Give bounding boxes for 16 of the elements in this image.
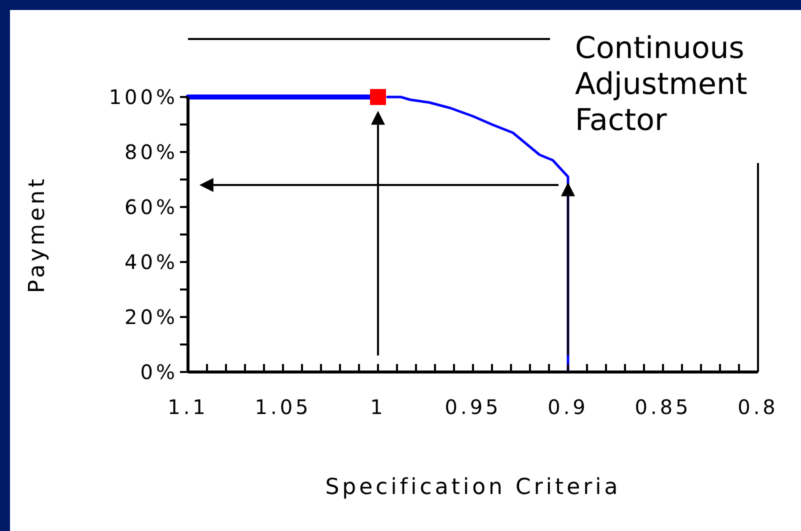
y-tick-label: 100% — [108, 85, 178, 110]
y-tick-label: 60% — [124, 195, 178, 220]
y-tick-label: 20% — [124, 305, 178, 330]
x-tick-label: 0.8 — [738, 395, 778, 420]
x-tick-label: 1 — [370, 395, 386, 420]
y-axis-title: Payment — [25, 176, 50, 294]
y-tick-label: 0% — [140, 360, 178, 384]
annotation: Continuous Adjustment Factor — [575, 31, 748, 138]
x-tick-label: 1.1 — [168, 395, 208, 420]
x-tick-label: 1.05 — [254, 395, 312, 420]
x-tick-label: 0.85 — [634, 395, 692, 420]
y-tick-label: 80% — [124, 140, 178, 164]
x-tick-label: 0.9 — [548, 395, 588, 420]
y-tick-label: 40% — [124, 250, 178, 274]
x-tick-label: 0.95 — [444, 395, 502, 420]
x-axis-title: Specification Criteria — [325, 475, 621, 500]
